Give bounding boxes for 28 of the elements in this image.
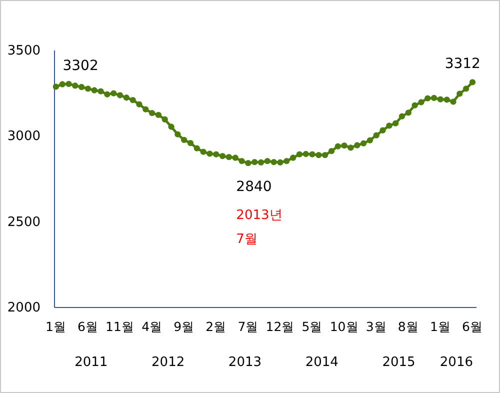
annotation: 2013년 7월	[236, 208, 282, 248]
text: 2011	[74, 355, 108, 370]
x-tick-label: 2월	[206, 319, 227, 334]
y-tick-label: 2500	[7, 214, 40, 230]
text: 2016	[440, 355, 473, 370]
text: 2015	[382, 355, 416, 370]
x-tick-label: 6월	[77, 319, 98, 334]
data-label: 3312	[444, 56, 480, 72]
data-label: 3302	[62, 58, 98, 74]
x-tick-label: 11월	[106, 319, 134, 334]
x-tick-label: 4월	[142, 319, 163, 334]
data-label: 2840	[236, 179, 272, 196]
y-tick-label: 3000	[7, 129, 40, 144]
x-tick-label: 8월	[398, 319, 419, 334]
x-tick-label: 3월	[366, 319, 387, 334]
x-tick-label: 5월	[302, 319, 323, 334]
text: 2013	[228, 355, 262, 370]
y-tick-label: 2000	[7, 300, 40, 316]
x-tick-label: 10월	[330, 319, 359, 334]
text: 2012	[152, 355, 185, 370]
x-tick-label: 1월	[430, 319, 451, 334]
text: 2014	[305, 355, 338, 370]
x-tick-label: 1월	[45, 319, 66, 334]
x-tick-label: 9월	[174, 319, 195, 334]
x-tick-label: 7월	[238, 319, 259, 334]
x-tick-label: 12월	[266, 319, 295, 334]
y-tick-label: 3500	[7, 44, 40, 58]
x-tick-label: 6월	[462, 319, 483, 334]
